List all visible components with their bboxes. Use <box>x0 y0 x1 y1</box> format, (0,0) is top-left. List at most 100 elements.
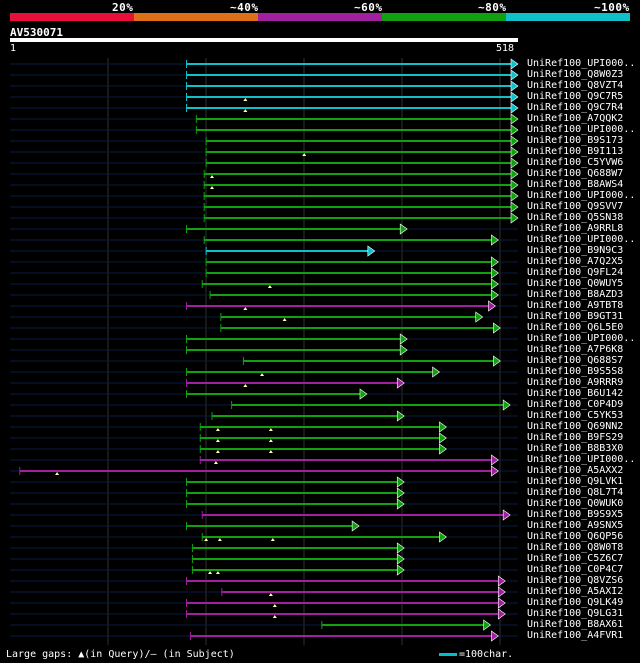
hit-row[interactable] <box>10 168 519 180</box>
hit-label[interactable]: UniRef100_C5YVW6 <box>527 157 624 168</box>
hit-label[interactable]: UniRef100_Q6L5E0 <box>527 322 624 333</box>
hit-row[interactable] <box>10 608 518 620</box>
hit-label[interactable]: UniRef100_UPI000.. <box>527 190 636 201</box>
hit-label[interactable]: UniRef100_Q0WUY5 <box>527 278 624 289</box>
hit-row[interactable] <box>10 289 518 301</box>
hit-label[interactable]: UniRef100_B9N9C3 <box>527 245 624 256</box>
hit-label[interactable]: UniRef100_A4FVR1 <box>527 630 624 641</box>
hit-row[interactable] <box>10 520 518 532</box>
hit-row[interactable] <box>10 432 518 444</box>
hit-label[interactable]: UniRef100_B8AZD3 <box>527 289 624 300</box>
hit-label[interactable]: UniRef100_B9S173 <box>527 135 624 146</box>
hit-label[interactable]: UniRef100_A5AXI2 <box>527 586 624 597</box>
hit-row[interactable] <box>10 597 518 609</box>
hit-row[interactable] <box>10 157 519 169</box>
hit-row[interactable] <box>10 487 518 499</box>
hit-label[interactable]: UniRef100_UPI000.. <box>527 454 636 465</box>
hit-row[interactable] <box>10 333 518 345</box>
hit-label[interactable]: UniRef100_A9TBT8 <box>527 300 624 311</box>
hit-row[interactable] <box>10 377 518 389</box>
hit-row[interactable] <box>10 586 518 598</box>
hit-row[interactable] <box>10 443 518 455</box>
hit-label[interactable]: UniRef100_C0P4D9 <box>527 399 624 410</box>
hit-label[interactable]: UniRef100_C5Z6C7 <box>527 553 624 564</box>
hit-row[interactable] <box>10 630 518 642</box>
hit-row[interactable] <box>10 388 518 400</box>
hit-row[interactable] <box>10 58 519 70</box>
hit-label[interactable]: UniRef100_A7QQK2 <box>527 113 624 124</box>
hit-row[interactable] <box>10 135 519 147</box>
hit-label[interactable]: UniRef100_Q9SVV7 <box>527 201 624 212</box>
hit-label[interactable]: UniRef100_B9S5S8 <box>527 366 624 377</box>
hit-label[interactable]: UniRef100_B8AWS4 <box>527 179 624 190</box>
hit-row[interactable] <box>10 234 518 246</box>
hit-row[interactable] <box>10 113 519 125</box>
hit-row[interactable] <box>10 80 519 92</box>
hit-row[interactable] <box>10 465 518 477</box>
hit-row[interactable] <box>10 421 518 433</box>
hit-row[interactable] <box>10 179 519 191</box>
hit-row[interactable] <box>10 201 519 213</box>
hit-label[interactable]: UniRef100_Q9LG31 <box>527 608 624 619</box>
hit-row[interactable] <box>10 311 518 323</box>
hit-label[interactable]: UniRef100_Q9C7R5 <box>527 91 624 102</box>
hit-label[interactable]: UniRef100_Q9C7R4 <box>527 102 624 113</box>
hit-label[interactable]: UniRef100_B9S9X5 <box>527 509 624 520</box>
hit-row[interactable] <box>10 399 518 411</box>
hit-label[interactable]: UniRef100_B9GT31 <box>527 311 624 322</box>
hit-row[interactable] <box>10 245 518 257</box>
hit-row[interactable] <box>10 553 518 565</box>
hit-row[interactable] <box>10 102 519 114</box>
hit-row[interactable] <box>10 498 518 510</box>
hit-row[interactable] <box>10 256 518 268</box>
hit-row[interactable] <box>10 278 518 290</box>
hit-label[interactable]: UniRef100_UPI000.. <box>527 58 636 69</box>
hit-label[interactable]: UniRef100_Q8W0T8 <box>527 542 624 553</box>
hit-label[interactable]: UniRef100_Q9FL24 <box>527 267 624 278</box>
hit-label[interactable]: UniRef100_Q0WUK0 <box>527 498 624 509</box>
hit-row[interactable] <box>10 223 518 235</box>
hit-row[interactable] <box>10 454 518 466</box>
hit-label[interactable]: UniRef100_UPI000.. <box>527 234 636 245</box>
hit-label[interactable]: UniRef100_UPI000.. <box>527 333 636 344</box>
hit-row[interactable] <box>10 124 519 136</box>
hit-row[interactable] <box>10 564 518 576</box>
hit-row[interactable] <box>10 531 518 543</box>
hit-row[interactable] <box>10 344 518 356</box>
hit-label[interactable]: UniRef100_Q6QP56 <box>527 531 624 542</box>
hit-label[interactable]: UniRef100_B6U142 <box>527 388 624 399</box>
hit-row[interactable] <box>10 476 518 488</box>
hit-row[interactable] <box>10 267 518 279</box>
hit-row[interactable] <box>10 300 518 312</box>
hit-label[interactable]: UniRef100_B8AX61 <box>527 619 624 630</box>
hit-label[interactable]: UniRef100_B9FS29 <box>527 432 624 443</box>
hit-row[interactable] <box>10 542 518 554</box>
hit-row[interactable] <box>10 355 518 367</box>
hit-label[interactable]: UniRef100_Q9LK49 <box>527 597 624 608</box>
hit-label[interactable]: UniRef100_C0P4C7 <box>527 564 624 575</box>
hit-label[interactable]: UniRef100_Q9LVK1 <box>527 476 624 487</box>
hit-label[interactable]: UniRef100_A9RRL8 <box>527 223 624 234</box>
hit-label[interactable]: UniRef100_Q8VZT4 <box>527 80 624 91</box>
hit-row[interactable] <box>10 509 518 521</box>
hit-label[interactable]: UniRef100_Q688S7 <box>527 355 624 366</box>
hit-row[interactable] <box>10 146 519 158</box>
hit-label[interactable]: UniRef100_Q688W7 <box>527 168 624 179</box>
hit-label[interactable]: UniRef100_Q69NN2 <box>527 421 624 432</box>
hit-row[interactable] <box>10 69 519 81</box>
hit-label[interactable]: UniRef100_A9SNX5 <box>527 520 624 531</box>
hit-label[interactable]: UniRef100_B8B3X0 <box>527 443 624 454</box>
hit-row[interactable] <box>10 575 518 587</box>
hit-row[interactable] <box>10 619 518 631</box>
hit-label[interactable]: UniRef100_A7P6K8 <box>527 344 624 355</box>
hit-label[interactable]: UniRef100_Q8VZS6 <box>527 575 624 586</box>
hit-label[interactable]: UniRef100_UPI000.. <box>527 124 636 135</box>
hit-row[interactable] <box>10 366 518 378</box>
hit-label[interactable]: UniRef100_A7Q2X5 <box>527 256 624 267</box>
hit-label[interactable]: UniRef100_A9RRR9 <box>527 377 624 388</box>
hit-row[interactable] <box>10 212 519 224</box>
hit-label[interactable]: UniRef100_Q8L7T4 <box>527 487 624 498</box>
hit-label[interactable]: UniRef100_Q5SN38 <box>527 212 624 223</box>
hit-label[interactable]: UniRef100_C5YK53 <box>527 410 624 421</box>
hit-row[interactable] <box>10 410 518 422</box>
